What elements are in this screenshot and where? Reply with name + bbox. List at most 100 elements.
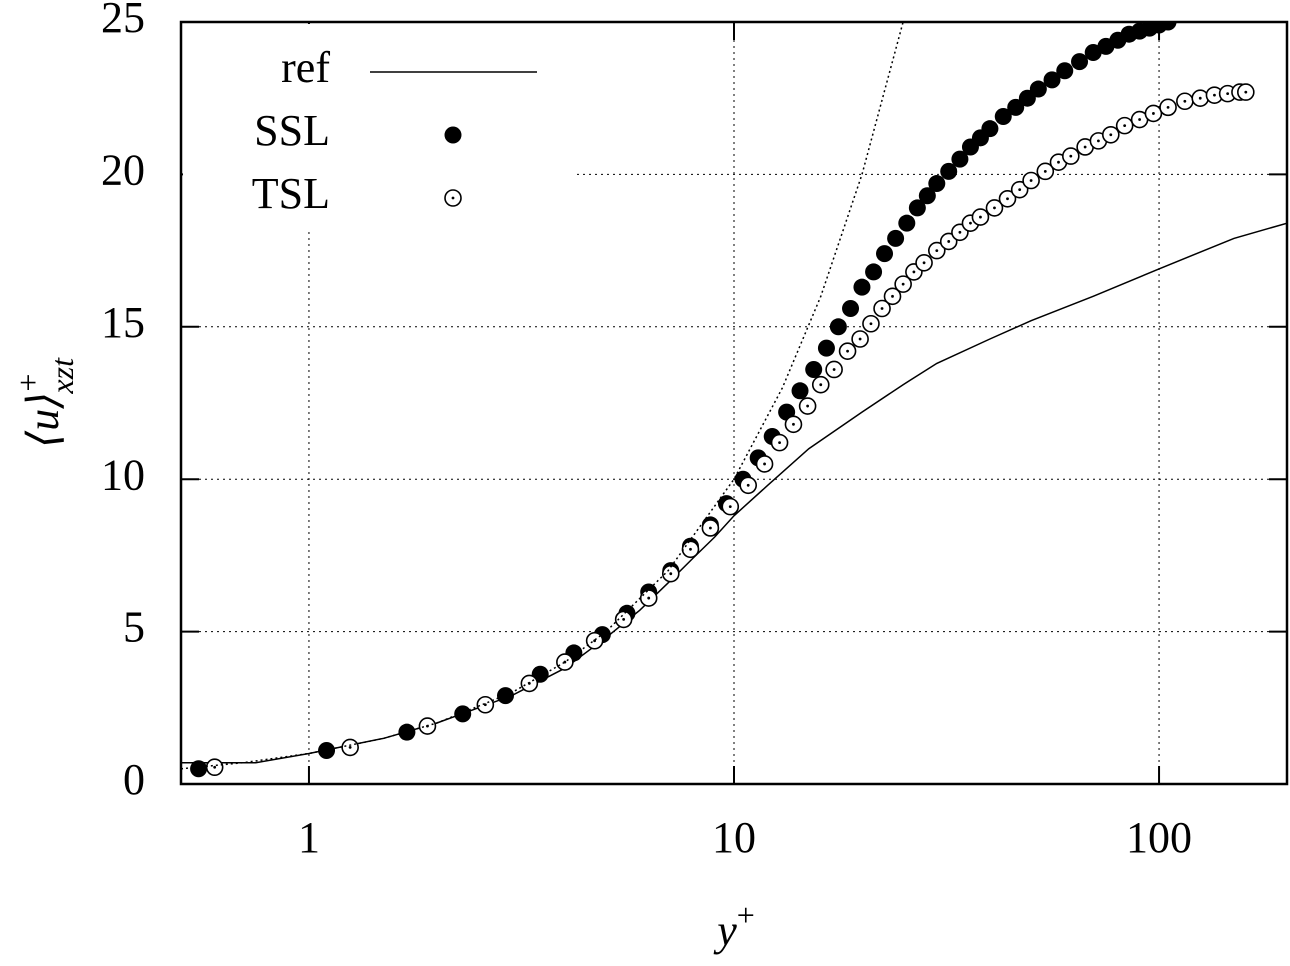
plot-area	[181, 22, 1287, 778]
marker-dot	[846, 349, 849, 353]
marker	[887, 229, 905, 247]
marker-dot	[1138, 118, 1141, 121]
marker-dot	[958, 230, 962, 234]
marker-dot	[1152, 112, 1155, 115]
marker-dot	[709, 526, 712, 530]
marker	[928, 175, 946, 193]
y-axis-label-sup: +	[10, 374, 46, 392]
y-axis-label-sub: xzt	[44, 357, 80, 395]
marker-dot	[689, 547, 692, 551]
marker-dot	[1006, 197, 1009, 201]
marker-dot	[622, 618, 626, 621]
marker-dot	[669, 572, 673, 576]
marker	[940, 162, 958, 180]
legend-swatch-dot	[451, 196, 455, 200]
marker-dot	[891, 294, 894, 298]
marker	[1007, 98, 1025, 116]
marker	[1071, 53, 1089, 71]
marker-dot	[819, 383, 823, 387]
marker	[398, 723, 416, 741]
marker	[1084, 43, 1102, 61]
legend-label: SSL	[254, 106, 330, 155]
marker-dot	[1029, 179, 1033, 182]
x-tick-label: 1	[298, 813, 320, 862]
marker-dot	[348, 746, 352, 749]
y-tick-label: 0	[123, 755, 145, 804]
y-tick-label: 15	[101, 298, 145, 347]
marker-dot	[922, 261, 926, 265]
marker-dot	[778, 441, 781, 445]
marker-dot	[1109, 133, 1113, 137]
marker	[1043, 71, 1061, 89]
marker	[791, 382, 809, 400]
x-tick-label: 10	[712, 813, 756, 862]
marker	[1056, 62, 1074, 80]
marker-dot	[979, 215, 982, 219]
marker	[829, 318, 847, 336]
marker-dot	[1166, 105, 1170, 109]
marker	[190, 760, 208, 778]
y-tick-label: 10	[101, 450, 145, 499]
legend-box	[183, 24, 575, 232]
marker-dot	[935, 249, 939, 253]
y-tick-label: 20	[101, 145, 145, 194]
marker-dot	[1226, 92, 1230, 96]
marker-dot	[869, 322, 873, 326]
marker-dot	[1069, 154, 1073, 158]
marker-dot	[858, 337, 862, 341]
marker-dot	[1018, 188, 1022, 192]
marker-dot	[901, 282, 905, 286]
marker-dot	[763, 462, 766, 466]
y-tick-label: 5	[123, 603, 145, 652]
marker-dot	[1043, 169, 1047, 173]
marker	[908, 199, 926, 217]
marker-dot	[746, 483, 750, 487]
marker-dot	[728, 505, 732, 509]
marker	[951, 150, 969, 168]
marker-dot	[880, 307, 884, 310]
series-line	[181, 22, 904, 770]
marker-dot	[1097, 139, 1100, 143]
marker-dot	[1244, 90, 1248, 94]
marker-dot	[1057, 160, 1060, 164]
marker-dot	[792, 422, 795, 426]
marker	[876, 245, 894, 263]
y-axis-label-base: ⟨u⟩	[19, 392, 68, 448]
marker	[805, 360, 823, 378]
marker-dot	[832, 368, 836, 371]
marker-dot	[969, 221, 972, 225]
marker	[865, 263, 883, 281]
marker	[454, 705, 472, 723]
legend-swatch	[444, 126, 462, 144]
marker-dot	[947, 240, 951, 243]
marker-dot	[912, 270, 916, 274]
marker-dot	[647, 596, 651, 600]
x-axis-label-sup: +	[737, 897, 755, 933]
legend-label: ref	[281, 43, 330, 92]
marker-dot	[1198, 96, 1202, 100]
marker-dot	[1183, 99, 1187, 103]
marker	[994, 107, 1012, 125]
marker	[898, 214, 916, 232]
marker-dot	[1083, 145, 1087, 149]
marker-dot	[1213, 93, 1216, 97]
y-axis-label: ⟨u⟩+xzt	[10, 357, 80, 448]
marker	[1159, 22, 1177, 31]
marker-dot	[1123, 124, 1127, 128]
marker-dot	[806, 404, 810, 408]
y-tick-label: 25	[101, 0, 145, 42]
marker-dot	[213, 765, 217, 769]
marker	[918, 187, 936, 205]
x-axis-label-base: y	[713, 906, 737, 955]
x-tick-label: 100	[1126, 813, 1192, 862]
legend-label: TSL	[252, 169, 330, 218]
marker	[853, 278, 871, 296]
plot-frame	[179, 20, 1289, 786]
marker	[981, 120, 999, 138]
marker-dot	[993, 206, 996, 210]
marker	[817, 339, 835, 357]
marker	[842, 300, 860, 318]
marker	[1029, 80, 1047, 98]
x-axis-label: y+	[713, 897, 755, 955]
